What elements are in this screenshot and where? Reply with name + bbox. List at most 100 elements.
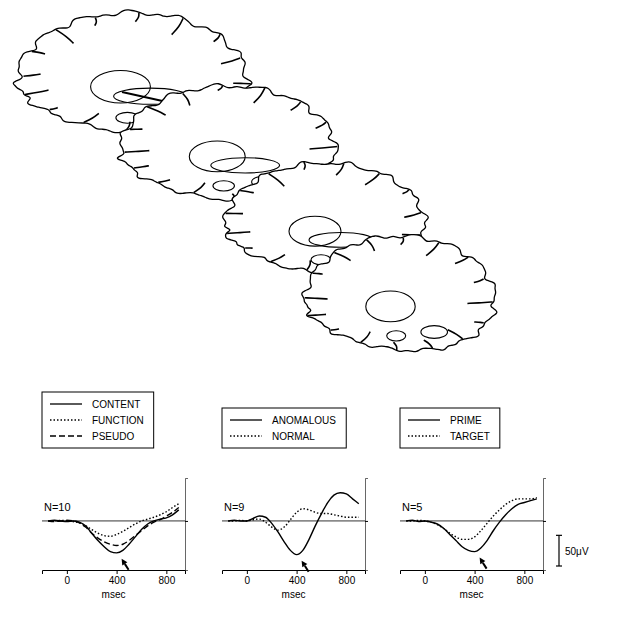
- legend-swatch: [50, 419, 82, 420]
- sulcus: [134, 166, 149, 168]
- x-tick: 0: [65, 570, 71, 586]
- y-axis: [543, 479, 546, 571]
- y-tick-mark: [185, 521, 188, 522]
- y-tick-mark: [365, 521, 368, 522]
- erp-line: [228, 493, 359, 555]
- sulcus: [316, 122, 326, 128]
- sulcus: [214, 34, 220, 41]
- legend-swatch: [50, 403, 82, 404]
- sulcus: [336, 164, 344, 176]
- erp-line: [406, 499, 537, 552]
- sulcus: [401, 238, 404, 245]
- legend-swatch: [408, 435, 440, 436]
- legend-swatch: [408, 419, 440, 420]
- sulcus: [367, 240, 375, 251]
- brain-structure: [211, 158, 280, 173]
- plot-lines: [406, 498, 537, 552]
- x-tick-label: 0: [65, 575, 71, 586]
- sulcus: [307, 314, 326, 315]
- x-tick-mark: [475, 570, 476, 574]
- legend-label: ANOMALOUS: [272, 415, 336, 426]
- sulcus: [307, 260, 310, 269]
- scale-bar: [558, 535, 559, 566]
- x-tick-mark: [297, 570, 298, 574]
- sulcus: [426, 243, 439, 256]
- x-tick: 400: [289, 570, 306, 586]
- sulcus: [233, 82, 251, 84]
- sulcus: [221, 58, 240, 64]
- sulcus: [135, 13, 139, 22]
- brain-slices: [13, 10, 496, 352]
- x-tick-mark: [524, 570, 525, 574]
- x-axis: 0400800: [401, 570, 544, 586]
- annotation: N=9: [224, 501, 245, 513]
- sulcus: [361, 332, 370, 343]
- legend-swatch: [50, 435, 82, 436]
- x-tick: 400: [467, 570, 484, 586]
- legend-label: PSEUDO: [92, 431, 134, 442]
- figure: CONTENTFUNCTIONPSEUDO0400800msecN=10ANOM…: [0, 0, 624, 630]
- x-axis-title: msec: [460, 589, 484, 600]
- legend-swatch: [230, 435, 262, 436]
- erp-line: [406, 498, 537, 540]
- sulcus: [291, 102, 301, 110]
- arrow-head: [122, 559, 128, 566]
- sulcus: [130, 128, 142, 130]
- sulcus: [147, 107, 165, 115]
- arrow-shaft: [483, 563, 487, 569]
- legend-label: CONTENT: [92, 399, 140, 410]
- annotation: N=5: [402, 501, 423, 513]
- x-tick-label: 800: [339, 575, 356, 586]
- sulcus: [218, 86, 223, 91]
- y-axis-line: [366, 479, 369, 571]
- brain-structure: [91, 71, 151, 103]
- sulcus: [245, 247, 252, 249]
- plot-lines: [228, 493, 359, 555]
- sulcus: [448, 330, 463, 339]
- sulcus: [158, 180, 170, 183]
- brain-outline: [302, 235, 497, 352]
- arrow-shaft: [125, 564, 129, 570]
- x-tick: 800: [339, 570, 356, 586]
- legend-label: TARGET: [450, 431, 490, 442]
- sulcus: [25, 90, 49, 94]
- x-tick-label: 800: [159, 575, 176, 586]
- x-tick: 800: [517, 570, 534, 586]
- sulcus: [172, 18, 183, 34]
- x-axis-line: [401, 571, 544, 575]
- x-axis-line: [43, 571, 186, 575]
- brain-structure: [421, 326, 448, 339]
- annotation: N=10: [44, 501, 71, 513]
- sulcus: [194, 183, 205, 193]
- legend-box: [400, 408, 500, 448]
- legend-box: [42, 392, 154, 448]
- sulcus: [455, 257, 468, 263]
- sulcus: [56, 30, 73, 44]
- x-axis-title: msec: [282, 589, 306, 600]
- x-tick-mark: [425, 570, 426, 574]
- y-axis: [185, 479, 188, 571]
- sulcus: [393, 342, 396, 350]
- sulcus: [474, 279, 484, 283]
- sulcus: [50, 107, 58, 109]
- arrow-shaft: [305, 566, 309, 572]
- x-axis-line: [223, 571, 366, 575]
- panel: ANOMALOUSNORMAL0400800msecN=9: [222, 408, 368, 600]
- erp-line: [48, 510, 179, 553]
- x-axis: 0400800: [43, 570, 186, 586]
- y-tick: [543, 521, 546, 522]
- sulcus: [474, 321, 483, 323]
- sulcus: [334, 253, 350, 261]
- x-tick-label: 400: [467, 575, 484, 586]
- x-tick-mark: [166, 570, 167, 574]
- x-tick-mark: [67, 570, 68, 574]
- brain-structure: [289, 216, 341, 246]
- sulcus: [404, 213, 421, 218]
- scale-bar-cap: [556, 565, 562, 566]
- x-tick-label: 400: [289, 575, 306, 586]
- y-axis: [365, 479, 368, 571]
- erp-line: [228, 509, 359, 530]
- sulcus: [227, 232, 250, 234]
- erp-line: [48, 507, 179, 545]
- legend: PRIMETARGET: [400, 408, 500, 448]
